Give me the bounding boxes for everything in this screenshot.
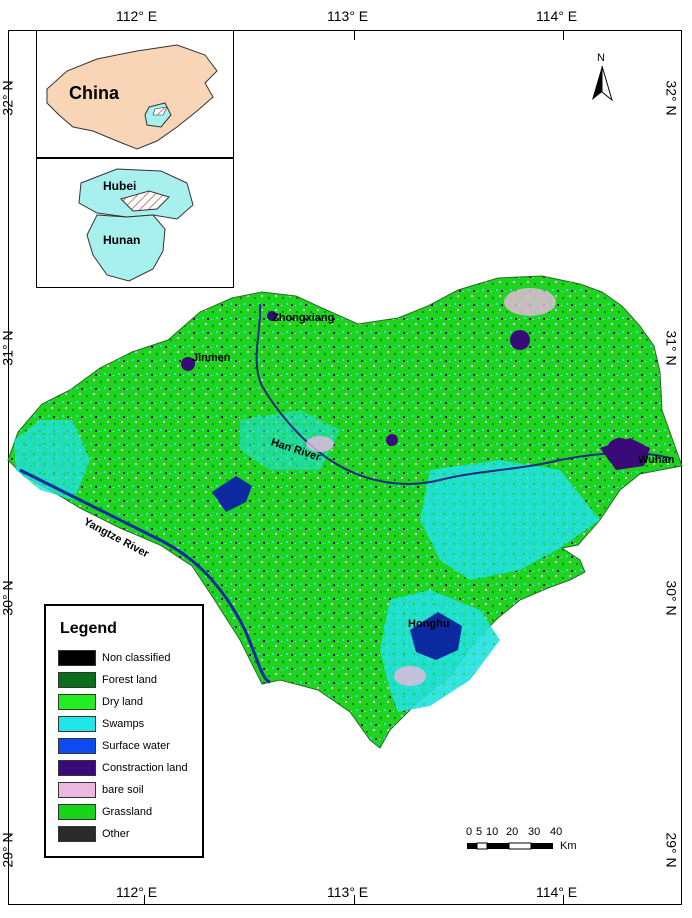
legend-item-surface-water: Surface water bbox=[58, 738, 170, 754]
scale-tick-5: 5 bbox=[476, 826, 483, 838]
scale-tick-10: 10 bbox=[486, 826, 499, 838]
scale-bar-graphic bbox=[467, 842, 553, 850]
legend-swatch bbox=[58, 738, 96, 754]
legend-label: Swamps bbox=[102, 718, 145, 730]
legend-swatch bbox=[58, 804, 96, 820]
yangtze-river bbox=[19, 468, 271, 684]
legend-swatch bbox=[58, 694, 96, 710]
tick-bottom-113 bbox=[354, 895, 355, 905]
legend-label: bare soil bbox=[102, 784, 144, 796]
legend-swatch bbox=[58, 782, 96, 798]
lon-label-top-114: 114° E bbox=[536, 8, 578, 24]
north-arrow-label: N bbox=[597, 52, 605, 64]
bare-soil-patch-3 bbox=[394, 666, 426, 686]
legend-label: Surface water bbox=[102, 740, 170, 752]
scale-tick-40: 40 bbox=[550, 826, 563, 838]
province-outline bbox=[78, 168, 194, 282]
label-jinmen: Jinmen bbox=[192, 352, 231, 364]
lon-label-bottom-113: 113° E bbox=[327, 884, 369, 900]
scale-unit: Km bbox=[560, 840, 577, 852]
china-outline bbox=[46, 44, 218, 150]
legend-item-dry-land: Dry land bbox=[58, 694, 143, 710]
han-river bbox=[255, 303, 671, 485]
map-frame bbox=[8, 30, 682, 905]
scale-tick-30: 30 bbox=[528, 826, 541, 838]
scale-tick-20: 20 bbox=[506, 826, 519, 838]
lon-label-bottom-114: 114° E bbox=[536, 884, 578, 900]
legend-label: Other bbox=[102, 828, 130, 840]
hubei-hunan-inset: Hubei Hunan bbox=[36, 158, 234, 288]
label-wuhan: Wuhan bbox=[638, 454, 675, 466]
swamp-zone-east bbox=[420, 460, 600, 580]
scale-bar: 0 5 10 20 30 40 Km bbox=[466, 826, 686, 866]
bare-soil-patch-2 bbox=[306, 436, 334, 452]
zhongxiang-urban bbox=[267, 311, 277, 321]
china-label: China bbox=[69, 83, 120, 103]
scale-tick-0: 0 bbox=[466, 826, 473, 838]
changhu-lake bbox=[212, 476, 252, 512]
swamp-zone-center bbox=[240, 410, 340, 470]
legend-swatch bbox=[58, 672, 96, 688]
jinmen-urban bbox=[181, 357, 195, 371]
tick-bottom-112 bbox=[144, 895, 145, 905]
label-honghu: Honghu bbox=[408, 618, 450, 630]
legend-item-bare-soil: bare soil bbox=[58, 782, 144, 798]
study-area-region bbox=[7, 275, 683, 749]
legend-swatch bbox=[58, 826, 96, 842]
lon-label-top-112: 112° E bbox=[116, 8, 158, 24]
legend-swatch bbox=[58, 716, 96, 732]
urban-patch-1 bbox=[510, 330, 530, 350]
hubei-label: Hubei bbox=[103, 179, 137, 193]
wuhan-urban bbox=[606, 438, 634, 466]
legend-item-swamps: Swamps bbox=[58, 716, 144, 732]
legend-swatch bbox=[58, 760, 96, 776]
legend-label: Non classified bbox=[102, 652, 171, 664]
legend-label: Grassland bbox=[102, 806, 153, 818]
legend-label: Constraction land bbox=[102, 762, 188, 774]
legend-item-grassland: Grassland bbox=[58, 804, 152, 820]
legend-item-non-classified: Non classified bbox=[58, 650, 170, 666]
honghu-lake bbox=[410, 612, 462, 660]
legend-panel: Legend Non classified Forest land Dry la… bbox=[44, 604, 204, 858]
tick-top-113 bbox=[354, 30, 355, 40]
legend-label: Dry land bbox=[102, 696, 143, 708]
legend-title: Legend bbox=[60, 620, 117, 637]
lon-label-top-113: 113° E bbox=[327, 8, 369, 24]
label-zhongxiang: Zhongxiang bbox=[272, 312, 335, 324]
legend-swatch bbox=[58, 650, 96, 666]
legend-item-forest-land: Forest land bbox=[58, 672, 157, 688]
swamp-zone-west bbox=[14, 420, 90, 500]
legend-label: Forest land bbox=[102, 674, 158, 686]
hunan-label: Hunan bbox=[103, 233, 141, 247]
north-arrow bbox=[592, 65, 613, 102]
urban-patch-2 bbox=[386, 434, 398, 446]
lon-label-bottom-112: 112° E bbox=[116, 884, 158, 900]
legend-item-construction-land: Constraction land bbox=[58, 760, 188, 776]
tick-bottom-114 bbox=[563, 895, 564, 905]
bare-soil-patch-1 bbox=[504, 288, 556, 316]
legend-item-other: Other bbox=[58, 826, 130, 842]
china-inset: China bbox=[36, 30, 234, 158]
tick-top-114 bbox=[563, 30, 564, 40]
